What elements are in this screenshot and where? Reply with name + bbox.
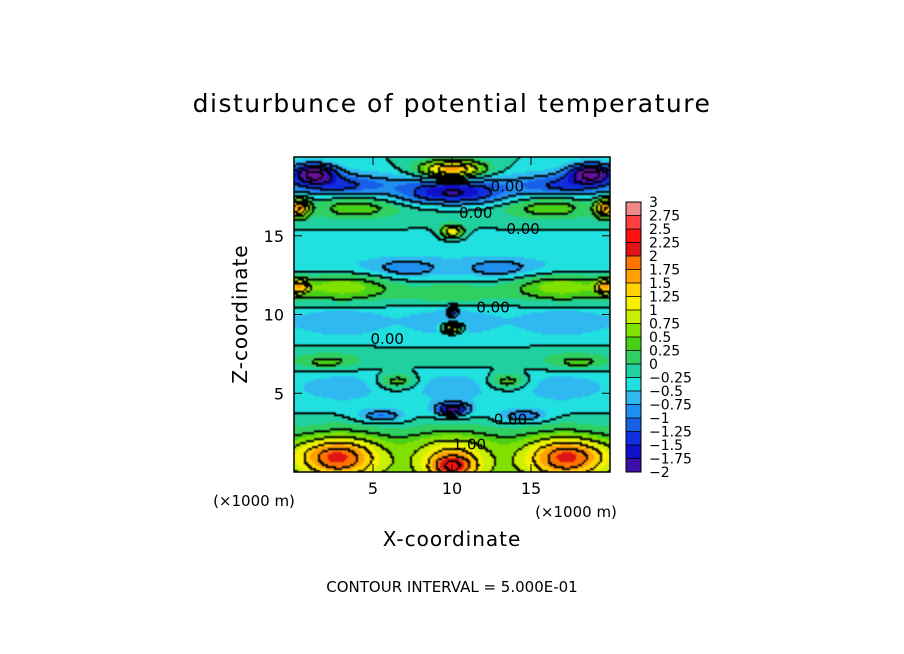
colorbar-label: −1 <box>649 411 670 427</box>
colorbar-label: 0.5 <box>649 330 671 346</box>
colorbar-segment <box>626 269 641 284</box>
colorbar-segment <box>626 310 641 324</box>
plot-area: 0.00 0.00 0.00 0.00 0.00 0.00 1.00 5 10 15 5 10 15 <box>264 156 611 498</box>
x-axis-ticks: 5 10 15 <box>368 157 541 498</box>
contour-label: 0.00 <box>491 177 524 195</box>
colorbar-segment <box>626 229 641 243</box>
colorbar-label: 1.75 <box>649 263 680 279</box>
y-axis-label: Z-coordinate <box>228 244 252 383</box>
colorbar-label: 2 <box>649 249 658 265</box>
colorbar-segment <box>626 431 641 446</box>
colorbar-label: −0.25 <box>649 371 692 387</box>
colorbar-segment <box>626 350 641 365</box>
colorbar-segment <box>626 242 641 257</box>
colorbar-segment <box>626 202 641 216</box>
contour-field <box>294 157 610 472</box>
colorbar-segment <box>626 323 641 338</box>
y-tick-label: 5 <box>274 384 284 403</box>
colorbar-segment <box>626 377 641 392</box>
colorbar-label: −1.25 <box>649 425 692 441</box>
colorbar-segment <box>626 458 641 473</box>
colorbar-label: 2.25 <box>649 236 680 252</box>
x-tick-label: 5 <box>368 479 378 498</box>
contour-label: 0.00 <box>494 410 527 428</box>
colorbar-label: −2 <box>649 465 670 481</box>
colorbar-label: 2.5 <box>649 222 671 238</box>
contour-label: 0.00 <box>371 330 404 348</box>
contour-label: 0.00 <box>506 220 539 238</box>
colorbar: 32.752.52.2521.751.51.2510.750.50.250−0.… <box>625 195 692 481</box>
colorbar-segment <box>626 283 641 297</box>
colorbar-label: 1.5 <box>649 276 671 292</box>
colorbar-label: −0.5 <box>649 384 683 400</box>
colorbar-segment <box>626 256 641 270</box>
colorbar-segment <box>626 296 641 311</box>
colorbar-segment <box>626 337 641 351</box>
y-unit-label: (×1000 m) <box>535 503 617 521</box>
y-tick-label: 15 <box>264 227 284 246</box>
colorbar-label: 0.75 <box>649 317 680 333</box>
colorbar-segment <box>626 445 641 459</box>
contour-label: 1.00 <box>453 436 486 454</box>
colorbar-label: −0.75 <box>649 398 692 414</box>
contour-interval-footer: CONTOUR INTERVAL = 5.000E-01 <box>326 578 577 596</box>
colorbar-label: 3 <box>649 195 658 211</box>
contour-label-group: 0.00 0.00 0.00 0.00 0.00 0.00 1.00 <box>371 177 540 453</box>
colorbar-label: 1 <box>649 303 658 319</box>
x-tick-label: 15 <box>521 479 541 498</box>
colorbar-label: 2.75 <box>649 209 680 225</box>
colorbar-label: 1.25 <box>649 290 680 306</box>
colorbar-segment <box>626 364 641 378</box>
colorbar-label: 0 <box>649 357 658 373</box>
colorbar-label: 0.25 <box>649 344 680 360</box>
x-tick-label: 10 <box>442 479 462 498</box>
colorbar-segment <box>626 215 641 230</box>
y-tick-label: 10 <box>264 306 284 325</box>
y-axis-ticks: 5 10 15 <box>264 227 610 403</box>
colorbar-segment <box>626 391 641 405</box>
colorbar-label: −1.75 <box>649 452 692 468</box>
x-unit-label: (×1000 m) <box>213 492 295 510</box>
colorbar-label: −1.5 <box>649 438 683 454</box>
chart-title: disturbunce of potential temperature <box>193 89 712 118</box>
x-axis-label: X-coordinate <box>383 527 522 551</box>
colorbar-segment <box>626 404 641 419</box>
colorbar-segment <box>626 418 641 432</box>
contour-label: 0.00 <box>459 204 492 222</box>
contour-label: 0.00 <box>476 299 509 317</box>
